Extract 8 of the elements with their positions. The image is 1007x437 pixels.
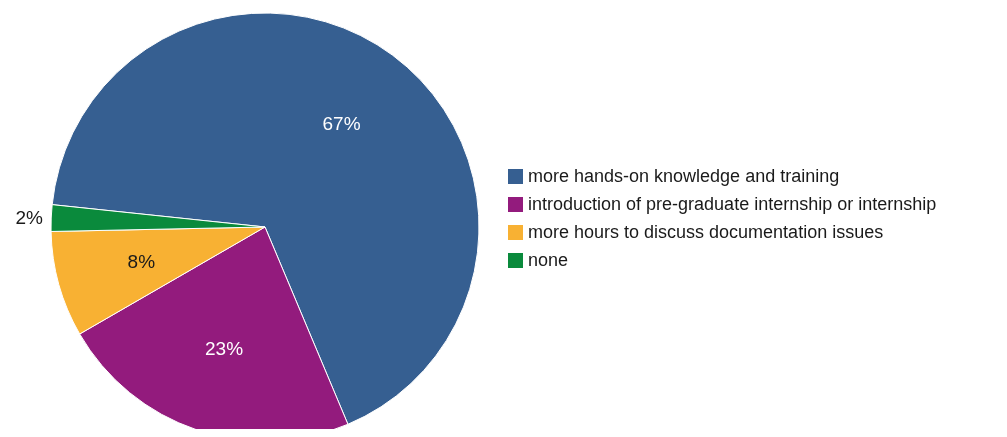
- data-label: 2%: [15, 206, 44, 228]
- data-label: 67%: [322, 113, 361, 135]
- data-label: 8%: [127, 251, 156, 273]
- legend-label: none: [528, 250, 569, 271]
- legend-label: more hands-on knowledge and training: [528, 166, 840, 187]
- legend-label: introduction of pre-graduate internship or internship: [528, 194, 937, 215]
- data-label: 23%: [205, 338, 244, 360]
- legend-label: more hours to discuss documentation issues: [528, 222, 884, 243]
